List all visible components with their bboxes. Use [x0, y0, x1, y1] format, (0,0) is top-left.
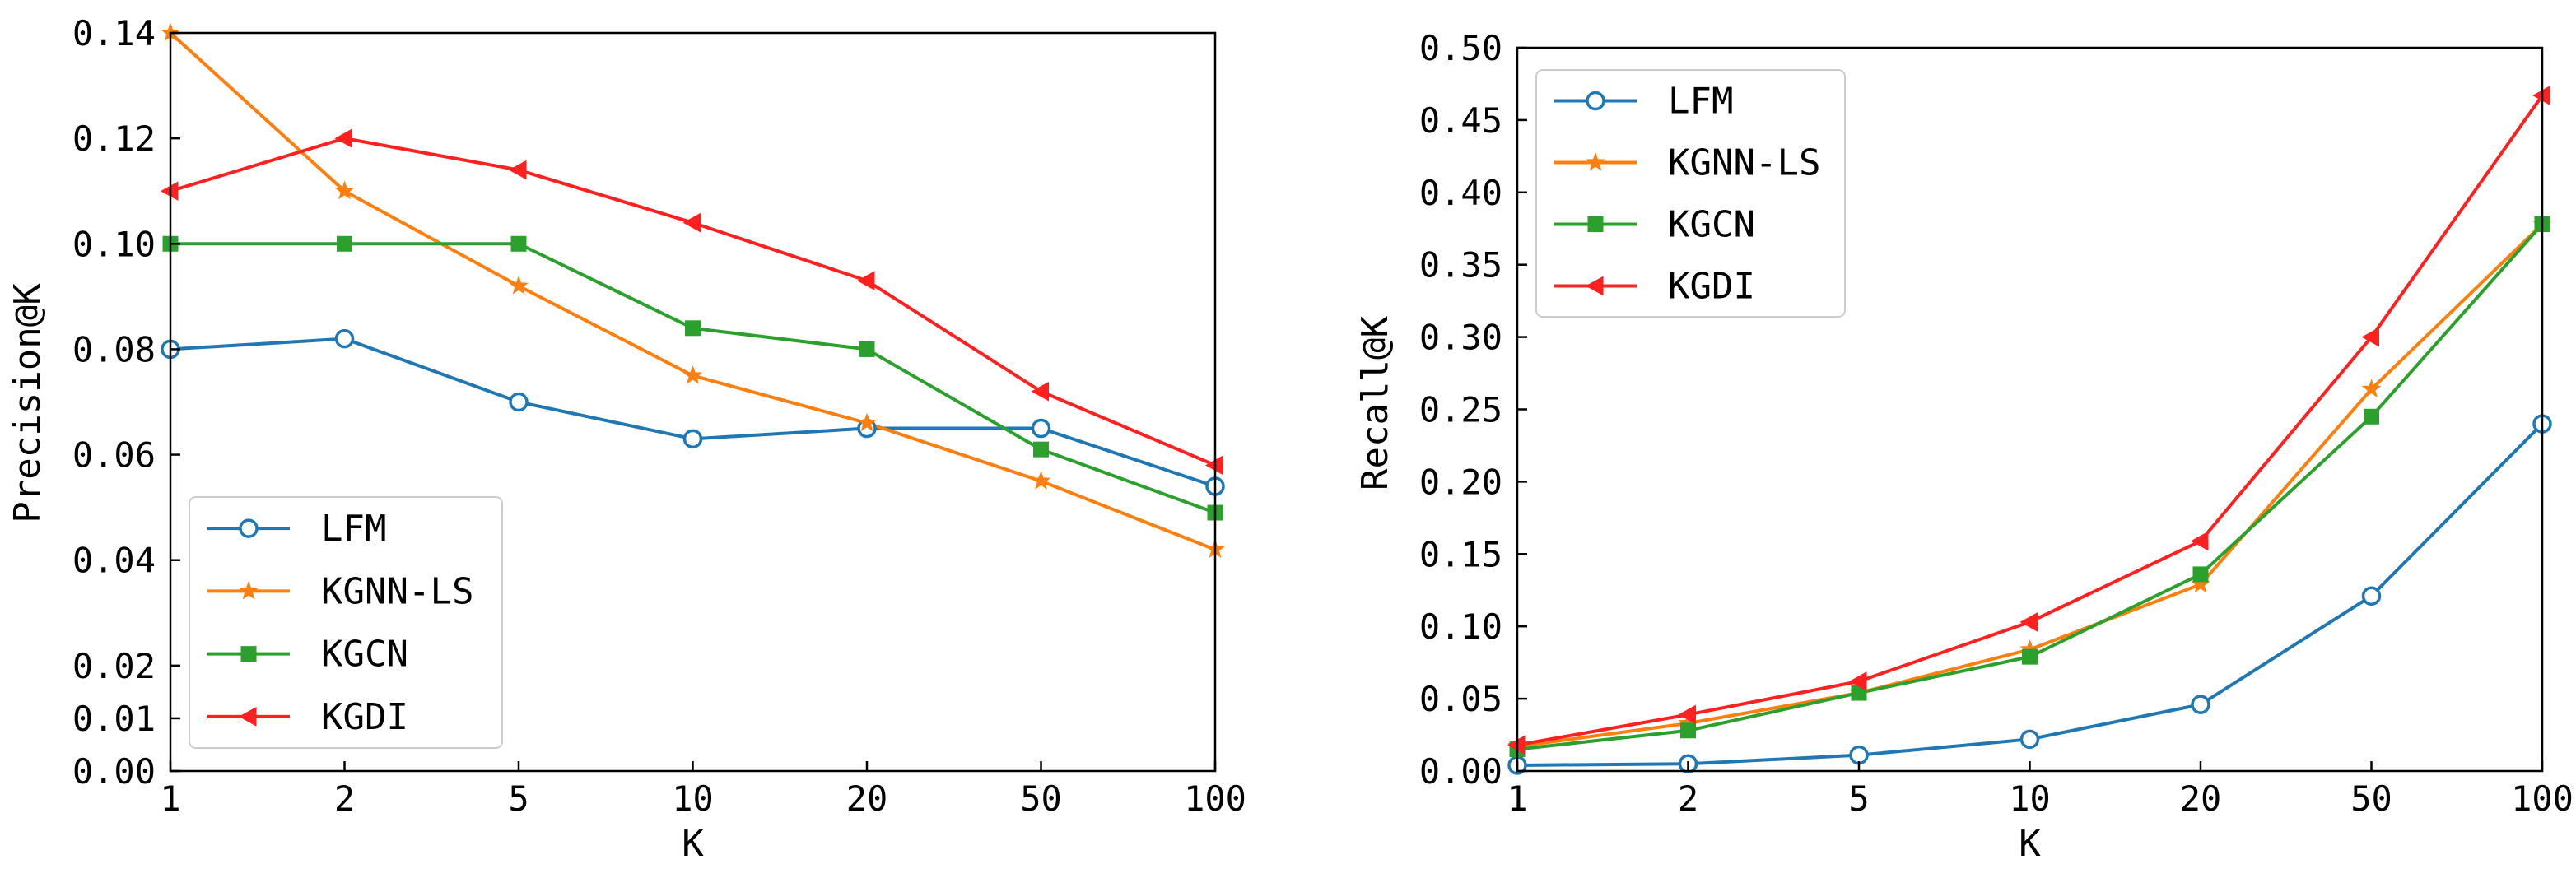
data-point-kgcn — [1680, 722, 1696, 739]
data-point-kgcn — [2364, 408, 2379, 425]
data-point-kgdi — [1678, 704, 1696, 725]
chart-1: 1 2 5 10 20 50 100 0.00 0.01 0.02 0.04 0.06 0.08 0.10… — [7, 13, 1246, 865]
y-tick-label: 0.00 — [1419, 751, 1502, 792]
legend-marker-kgdi — [1585, 276, 1604, 296]
series-line-lfm — [170, 337, 1216, 488]
y-tick-label: 0.30 — [1419, 318, 1502, 358]
x-tick-label: 50 — [1020, 778, 1062, 819]
data-point-lfm — [2361, 586, 2382, 606]
x-tick-label: 50 — [2350, 778, 2392, 819]
data-point-lfm — [1849, 745, 1869, 765]
legend-label-lfm: LFM — [321, 508, 386, 550]
x-tick-label: 100 — [1184, 778, 1246, 819]
y-tick-label: 0.06 — [72, 435, 156, 476]
y-tick-label: 0.45 — [1419, 100, 1502, 141]
y-tick-label: 0.15 — [1419, 534, 1502, 574]
x-tick-label: 20 — [846, 778, 888, 819]
y-tick-label: 0.08 — [72, 329, 156, 369]
series-line-kgnn-ls — [169, 31, 1216, 551]
data-point-kgnn-ls — [1031, 471, 1051, 490]
data-point-lfm — [509, 392, 529, 412]
x-tick-label: 20 — [2180, 778, 2222, 819]
data-point-lfm — [2191, 695, 2210, 714]
x-tick-label: 10 — [672, 778, 714, 819]
legend-label-lfm: LFM — [1668, 81, 1733, 123]
y-tick-label: 0.10 — [1419, 606, 1502, 647]
x-tick-label: 2 — [1678, 778, 1698, 819]
data-point-lfm — [2019, 729, 2040, 750]
x-tick-label: 1 — [160, 778, 180, 819]
data-point-lfm — [334, 328, 355, 349]
data-point-kgdi — [508, 160, 527, 180]
legend-marker-lfm — [239, 518, 259, 538]
legend-marker-kgnn-ls — [239, 580, 259, 600]
series-line-lfm — [1516, 422, 2544, 767]
x-tick-label: 5 — [508, 778, 529, 819]
data-point-lfm — [682, 429, 703, 449]
legend-marker-kgnn-ls — [1586, 152, 1605, 171]
legend-marker-kgdi — [238, 707, 257, 727]
y-tick-label: 0.20 — [1419, 462, 1502, 502]
data-point-kgdi — [1848, 671, 1867, 691]
y-tick-label: 0.25 — [1419, 390, 1502, 430]
data-point-kgdi — [2019, 612, 2038, 632]
data-point-kgnn-ls — [334, 180, 355, 200]
x-axis-title: K — [682, 823, 704, 865]
data-point-kgnn-ls — [682, 365, 703, 384]
legend-label-kgcn: KGCN — [1668, 204, 1755, 246]
y-tick-label: 0.04 — [72, 541, 156, 581]
chart-2: 1 2 5 10 20 50 100 0.00 0.05 0.10 0.15 0.20 0.25 0.30… — [1354, 28, 2574, 865]
y-tick-label: 0.40 — [1419, 173, 1502, 213]
legend-marker-kgcn — [240, 646, 257, 662]
data-point-kgcn — [685, 320, 701, 337]
y-tick-label: 0.35 — [1419, 245, 1502, 286]
y-tick-label: 0.50 — [1419, 28, 1502, 68]
legend: LFM KGNN-LS KGCN KGDI — [1535, 69, 1846, 318]
data-point-kgdi — [2190, 531, 2209, 551]
legend-label-kgnn-ls: KGNN-LS — [321, 570, 473, 612]
y-axis-title: Recall@K — [1354, 316, 1396, 490]
legend-label-kgnn-ls: KGNN-LS — [1668, 142, 1820, 184]
legend-label-kgcn: KGCN — [321, 634, 408, 676]
y-tick-label: 0.02 — [72, 646, 156, 686]
legend-box — [189, 496, 503, 749]
y-tick-label: 0.14 — [72, 13, 156, 53]
data-point-kgcn — [337, 235, 352, 252]
y-tick-label: 0.12 — [72, 118, 156, 159]
x-tick-label: 100 — [2511, 778, 2574, 819]
y-tick-label: 0.00 — [72, 751, 156, 792]
y-tick-label: 0.10 — [72, 224, 156, 264]
data-point-kgcn — [1033, 441, 1049, 458]
series-line-kgdi — [170, 137, 1216, 467]
data-point-kgcn — [510, 235, 527, 252]
data-point-kgcn — [859, 341, 875, 357]
legend-label-kgdi: KGDI — [1668, 266, 1755, 308]
legend-marker-kgcn — [1587, 216, 1604, 232]
y-tick-label: 0.01 — [72, 699, 156, 739]
data-point-kgcn — [2022, 648, 2038, 665]
data-point-kgdi — [682, 212, 701, 233]
x-tick-label: 10 — [2009, 778, 2051, 819]
data-point-kgdi — [1031, 381, 1049, 402]
data-point-kgnn-ls — [509, 276, 529, 295]
legend-box — [1535, 69, 1846, 318]
legend: LFM KGNN-LS KGCN KGDI — [189, 496, 503, 749]
x-tick-label: 1 — [1507, 778, 1527, 819]
y-axis-title: Precision@K — [7, 283, 49, 523]
data-point-kgdi — [334, 128, 352, 148]
data-point-kgnn-ls — [857, 412, 877, 432]
x-axis-title: K — [2019, 823, 2041, 865]
x-tick-label: 2 — [334, 778, 355, 819]
legend-label-kgdi: KGDI — [321, 696, 408, 738]
data-point-kgnn-ls — [2361, 379, 2382, 397]
x-tick-label: 5 — [1848, 778, 1869, 819]
data-point-kgcn — [2192, 566, 2209, 583]
y-tick-label: 0.05 — [1419, 679, 1502, 719]
data-point-kgdi — [2361, 327, 2379, 347]
data-point-kgdi — [856, 271, 875, 290]
legend-marker-lfm — [1586, 91, 1605, 111]
data-point-lfm — [1031, 418, 1051, 439]
